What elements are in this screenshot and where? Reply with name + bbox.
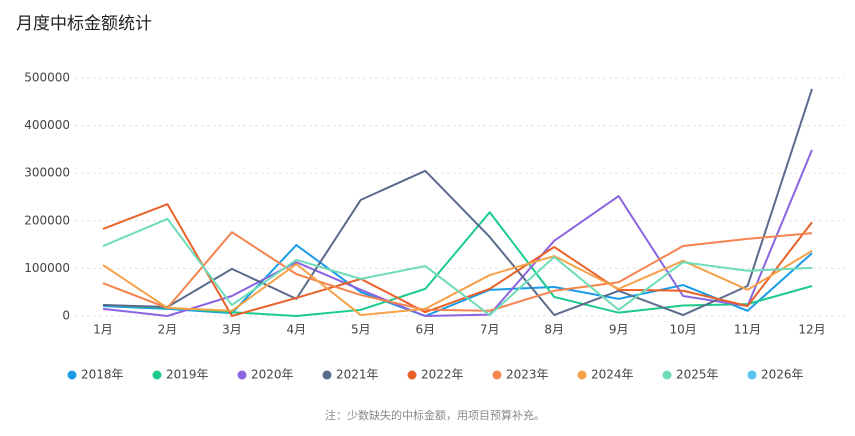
x-tick-label: 10月: [669, 323, 696, 337]
series-line: [102, 203, 813, 317]
x-tick-label: 8月: [544, 323, 564, 337]
legend-label: 2022年: [421, 368, 464, 382]
y-tick-label: 200000: [24, 213, 70, 227]
x-tick-label: 5月: [351, 323, 371, 337]
x-tick-label: 11月: [734, 323, 761, 337]
legend-marker: [322, 370, 332, 380]
legend-marker: [67, 370, 77, 380]
x-tick-label: 4月: [287, 323, 307, 337]
series-line: [102, 231, 813, 312]
legend-marker: [577, 370, 587, 380]
legend-marker: [492, 370, 502, 380]
legend-label: 2025年: [676, 368, 719, 382]
legend-label: 2024年: [591, 368, 634, 382]
series-line: [102, 211, 813, 317]
x-tick-label: 7月: [480, 323, 500, 337]
legend-label: 2023年: [506, 368, 549, 382]
note: 注：少数缺失的中标金额，用项目预算补充。: [325, 408, 545, 422]
legend-label: 2018年: [81, 368, 124, 382]
y-tick-label: 100000: [24, 261, 70, 275]
x-tick-label: 3月: [222, 323, 242, 337]
series-line: [102, 249, 813, 317]
legend-marker: [237, 370, 247, 380]
legend-label: 2021年: [336, 368, 379, 382]
legend-label: 2020年: [251, 368, 294, 382]
x-tick-label: 12月: [798, 323, 825, 337]
x-tick-label: 1月: [93, 323, 113, 337]
y-tick-label: 0: [62, 309, 70, 323]
legend-marker: [662, 370, 672, 380]
legend-label: 2026年: [761, 368, 804, 382]
y-tick-label: 500000: [24, 71, 70, 85]
series-line: [102, 88, 813, 317]
chart-title: 月度中标金额统计: [16, 14, 152, 34]
legend-marker: [407, 370, 417, 380]
legend-marker: [747, 370, 757, 380]
y-tick-label: 400000: [24, 118, 70, 132]
y-tick-label: 300000: [24, 166, 70, 180]
x-tick-label: 2月: [158, 323, 178, 337]
series-line: [102, 217, 813, 317]
legend-marker: [152, 370, 162, 380]
x-tick-label: 9月: [609, 323, 629, 337]
x-tick-label: 6月: [415, 323, 435, 337]
legend-label: 2019年: [166, 368, 209, 382]
